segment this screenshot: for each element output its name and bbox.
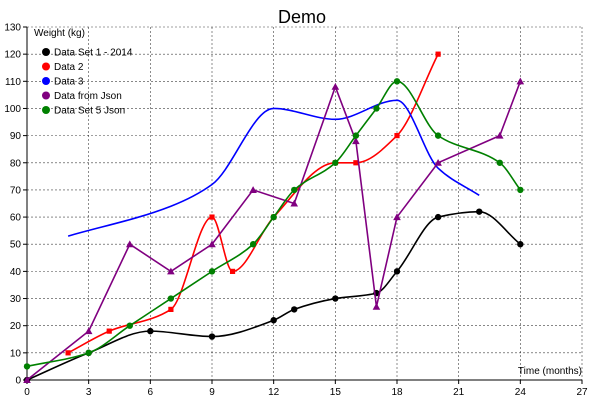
x-tick-label: 24 bbox=[515, 387, 527, 398]
data-point bbox=[372, 302, 381, 310]
data-point bbox=[435, 51, 441, 57]
legend-label: Data 3 bbox=[54, 77, 84, 88]
data-point bbox=[23, 376, 31, 384]
data-point bbox=[352, 137, 360, 145]
y-tick-label: 110 bbox=[5, 77, 21, 88]
data-point bbox=[249, 241, 257, 248]
legend-item: Data 3 bbox=[42, 77, 84, 88]
data-point bbox=[353, 160, 359, 166]
x-tick-label: 27 bbox=[576, 387, 588, 398]
x-tick-label: 15 bbox=[330, 387, 342, 398]
data-point bbox=[249, 186, 257, 193]
x-tick-label: 12 bbox=[268, 387, 280, 398]
data-point bbox=[291, 186, 298, 194]
y-tick-label: 40 bbox=[10, 267, 22, 278]
data-point bbox=[208, 268, 216, 275]
axes: 0 3 6 9 12 15 18 21 24 27 0 10 20 30 40 50 60 70 80 90 100 11… bbox=[4, 23, 588, 399]
data-point bbox=[331, 82, 340, 90]
y-tick-label: 60 bbox=[10, 213, 22, 224]
data-point bbox=[147, 327, 154, 335]
y-tick-label: 100 bbox=[4, 104, 21, 115]
x-tick-label: 0 bbox=[24, 387, 30, 398]
legend-label: Data Set 5 Json bbox=[54, 106, 125, 117]
data-point bbox=[270, 213, 277, 221]
data-point bbox=[167, 267, 175, 275]
data-point bbox=[394, 133, 400, 139]
y-axis-title: Weight (kg) bbox=[34, 28, 85, 39]
data-point bbox=[373, 105, 380, 112]
data-point bbox=[496, 159, 503, 166]
data-point bbox=[65, 350, 71, 356]
data-point bbox=[229, 268, 236, 274]
legend-swatch bbox=[42, 106, 50, 114]
legend-item: Data Set 5 Json bbox=[42, 106, 125, 117]
data-point bbox=[516, 77, 525, 85]
x-tick-label: 21 bbox=[453, 387, 465, 398]
legend-swatch bbox=[42, 91, 50, 100]
series-layer bbox=[23, 51, 525, 384]
x-tick-label: 9 bbox=[209, 387, 215, 398]
data-point bbox=[290, 199, 299, 207]
data-point bbox=[495, 131, 504, 139]
x-tick-label: 6 bbox=[148, 387, 154, 398]
data-point bbox=[434, 158, 442, 166]
data-point bbox=[168, 306, 174, 312]
x-axis-title: Time (months) bbox=[518, 366, 582, 377]
data-point bbox=[106, 328, 112, 334]
legend-swatch bbox=[42, 48, 50, 56]
series-data-from-json bbox=[23, 77, 525, 384]
series-line bbox=[67, 53, 439, 354]
data-point bbox=[434, 213, 442, 221]
legend-item: Data 2 bbox=[42, 62, 84, 73]
data-point bbox=[434, 132, 442, 139]
data-point bbox=[393, 213, 401, 221]
y-tick-label: 50 bbox=[10, 240, 22, 251]
data-point bbox=[291, 306, 298, 313]
legend-item: Data Set 1 - 2014 bbox=[42, 48, 133, 59]
data-point bbox=[517, 241, 524, 248]
data-point bbox=[393, 78, 401, 85]
legend-label: Data from Json bbox=[54, 91, 122, 102]
data-point bbox=[84, 327, 93, 335]
x-tick-label: 18 bbox=[391, 387, 403, 398]
data-point bbox=[332, 295, 339, 302]
data-point bbox=[332, 159, 339, 166]
data-point bbox=[23, 363, 31, 370]
data-point bbox=[352, 132, 360, 139]
data-point bbox=[167, 295, 175, 302]
data-point bbox=[208, 333, 216, 340]
y-tick-label: 10 bbox=[10, 348, 22, 359]
grid bbox=[27, 26, 583, 380]
legend: Data Set 1 - 2014 Data 2 Data 3 Data from J… bbox=[42, 48, 133, 117]
legend-label: Data Set 1 - 2014 bbox=[54, 48, 133, 59]
y-tick-label: 130 bbox=[4, 23, 21, 34]
data-point bbox=[85, 349, 92, 357]
data-point bbox=[208, 240, 216, 248]
legend-swatch bbox=[42, 62, 50, 71]
data-point bbox=[125, 240, 134, 248]
y-tick-label: 70 bbox=[10, 185, 22, 196]
x-tick-label: 3 bbox=[86, 387, 92, 398]
y-tick-label: 90 bbox=[10, 131, 22, 142]
series-line bbox=[67, 99, 480, 237]
y-tick-label: 0 bbox=[15, 376, 21, 387]
chart-title: Demo bbox=[278, 7, 326, 27]
series-line bbox=[26, 81, 522, 381]
y-tick-label: 20 bbox=[10, 321, 22, 332]
legend-label: Data 2 bbox=[54, 62, 84, 73]
data-point bbox=[393, 268, 401, 275]
legend-swatch bbox=[42, 77, 50, 85]
data-point bbox=[517, 186, 524, 194]
data-point bbox=[270, 317, 277, 324]
y-tick-label: 30 bbox=[10, 294, 22, 305]
data-point bbox=[476, 208, 483, 215]
data-point bbox=[126, 322, 133, 329]
series-data-set-5-json bbox=[23, 78, 524, 370]
y-tick-label: 80 bbox=[10, 158, 22, 169]
legend-item: Data from Json bbox=[42, 91, 122, 102]
data-point bbox=[209, 214, 215, 220]
series-data-3 bbox=[67, 99, 480, 237]
y-tick-label: 120 bbox=[4, 50, 21, 61]
